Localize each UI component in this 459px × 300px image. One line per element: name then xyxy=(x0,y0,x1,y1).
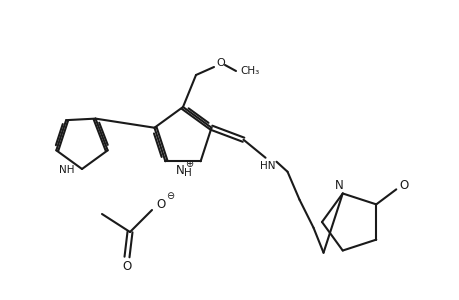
Text: ⊖: ⊖ xyxy=(166,191,174,201)
Text: O: O xyxy=(122,260,131,274)
Text: HN: HN xyxy=(259,161,274,171)
Text: O: O xyxy=(399,179,408,192)
Text: O: O xyxy=(216,58,225,68)
Text: H: H xyxy=(184,168,191,178)
Text: N: N xyxy=(175,164,184,177)
Text: N: N xyxy=(335,179,343,192)
Text: ⊕: ⊕ xyxy=(185,159,193,169)
Text: O: O xyxy=(156,199,165,212)
Text: NH: NH xyxy=(59,165,75,175)
Text: CH₃: CH₃ xyxy=(240,66,259,76)
